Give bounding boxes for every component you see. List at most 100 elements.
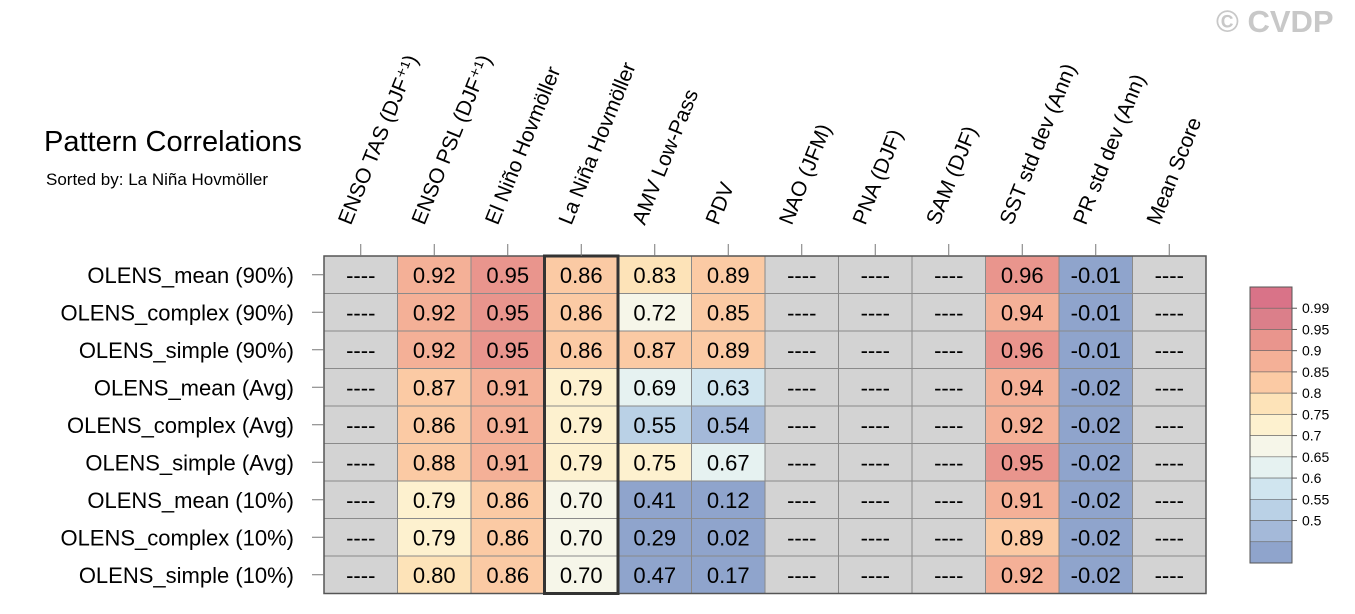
heatmap-cell (691, 518, 766, 557)
column-label: ENSO TAS (DJF⁺¹) (334, 52, 423, 228)
heatmap-cell (838, 518, 913, 557)
cell-value-label: -0.02 (1071, 413, 1121, 438)
cell-value-label: 0.75 (633, 450, 676, 475)
cell-value-label: ---- (861, 375, 890, 400)
row-label: OLENS_mean (Avg) (94, 375, 294, 400)
heatmap-cell (691, 443, 766, 482)
cell-value-label: 0.54 (707, 413, 750, 438)
heatmap-cell (544, 555, 619, 594)
heatmap-cell (691, 555, 766, 594)
cell-value-label: ---- (1155, 300, 1184, 325)
cell-value-label: ---- (1155, 413, 1184, 438)
heatmap-cell (544, 330, 619, 369)
heatmap-cell (544, 518, 619, 557)
cell-value-label: ---- (934, 375, 963, 400)
heatmap-cell (1058, 480, 1133, 519)
cell-value-label: 0.91 (486, 375, 529, 400)
cell-value-label: ---- (861, 525, 890, 550)
column-label: AMV Low-Pass (628, 86, 703, 228)
cell-value-label: 0.89 (707, 338, 750, 363)
heatmap-cell (544, 405, 619, 444)
cell-value-label: ---- (934, 300, 963, 325)
heatmap-cell (617, 480, 692, 519)
cell-value-label: 0.79 (413, 488, 456, 513)
heatmap-cell (1058, 555, 1133, 594)
heatmap-cell (911, 330, 986, 369)
heatmap-cell (323, 405, 398, 444)
heatmap-cell (985, 518, 1060, 557)
cell-value-label: 0.96 (1001, 263, 1044, 288)
cell-value-label: 0.92 (1001, 563, 1044, 588)
cell-value-label: 0.63 (707, 375, 750, 400)
legend-swatch (1249, 350, 1293, 373)
legend-swatch (1249, 329, 1293, 351)
chart-title: Pattern Correlations (44, 126, 302, 158)
heatmap-cell (691, 293, 766, 332)
heatmap-cell (323, 330, 398, 369)
heatmap-cell (617, 293, 692, 332)
cell-value-label: 0.80 (413, 563, 456, 588)
legend-swatch (1249, 520, 1293, 543)
heatmap-cell (1058, 255, 1133, 294)
cell-value-label: 0.70 (560, 488, 603, 513)
cell-value-label: ---- (934, 338, 963, 363)
heatmap-cell (397, 368, 472, 407)
column-label: El Niño Hovmöller (481, 63, 565, 227)
cell-value-label: 0.79 (560, 375, 603, 400)
cell-value-label: 0.85 (707, 300, 750, 325)
column-label: La Niña Hovmöller (555, 59, 641, 228)
cell-value-label: ---- (346, 450, 375, 475)
cell-value-label: 0.41 (633, 488, 676, 513)
heatmap-cell (1132, 330, 1207, 369)
heatmap-cell (617, 518, 692, 557)
legend-label: 0.85 (1302, 364, 1329, 380)
cell-value-label: ---- (346, 563, 375, 588)
cell-value-label: 0.87 (413, 375, 456, 400)
cell-value-label: 0.88 (413, 450, 456, 475)
cell-value-label: 0.95 (486, 300, 529, 325)
legend-label: 0.95 (1302, 321, 1329, 337)
cell-value-label: ---- (1155, 563, 1184, 588)
column-label: SST std dev (Ann) (996, 61, 1081, 228)
cell-value-label: 0.47 (633, 563, 676, 588)
heatmap-cell (544, 443, 619, 482)
heatmap-cell (397, 443, 472, 482)
cell-value-label: ---- (787, 338, 816, 363)
cell-value-label: ---- (1155, 375, 1184, 400)
legend-label: 0.8 (1302, 385, 1322, 401)
row-label: OLENS_simple (90%) (79, 338, 294, 363)
heatmap-cell (1058, 368, 1133, 407)
cell-value-label: ---- (787, 300, 816, 325)
cell-value-label: 0.29 (633, 525, 676, 550)
cell-value-label: -0.02 (1071, 450, 1121, 475)
cell-value-label: 0.67 (707, 450, 750, 475)
cell-value-label: 0.72 (633, 300, 676, 325)
cell-value-label: 0.86 (560, 263, 603, 288)
cell-value-label: ---- (346, 263, 375, 288)
cell-value-label: 0.12 (707, 488, 750, 513)
row-label: OLENS_complex (Avg) (67, 413, 294, 438)
heatmap-cell (764, 368, 839, 407)
cell-value-label: ---- (1155, 450, 1184, 475)
cell-value-label: ---- (1155, 525, 1184, 550)
heatmap-cell (617, 443, 692, 482)
heatmap-cell (911, 293, 986, 332)
row-label: OLENS_complex (90%) (60, 300, 294, 325)
cell-value-label: 0.95 (486, 263, 529, 288)
cell-value-label: 0.86 (486, 563, 529, 588)
heatmap-cell (691, 368, 766, 407)
column-label: PR std dev (Ann) (1069, 71, 1150, 228)
row-label: OLENS_simple (Avg) (85, 450, 294, 475)
cell-value-label: ---- (346, 300, 375, 325)
heatmap-cell (470, 555, 545, 594)
row-label: OLENS_mean (10%) (87, 488, 294, 513)
heatmap-cell (1058, 293, 1133, 332)
row-label: OLENS_simple (10%) (79, 563, 294, 588)
cell-value-label: ---- (861, 488, 890, 513)
cell-value-label: 0.91 (1001, 488, 1044, 513)
cell-value-label: 0.79 (413, 525, 456, 550)
column-label: PDV (702, 179, 740, 228)
cell-value-label: -0.02 (1071, 488, 1121, 513)
legend-label: 0.7 (1302, 428, 1322, 444)
cell-value-label: 0.79 (560, 413, 603, 438)
